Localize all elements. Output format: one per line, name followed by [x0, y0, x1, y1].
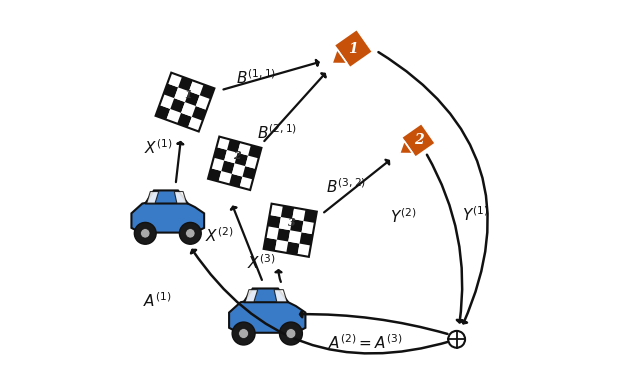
Polygon shape: [192, 106, 207, 121]
Text: 2: 2: [413, 133, 424, 147]
Polygon shape: [166, 109, 181, 124]
Polygon shape: [174, 192, 186, 203]
Polygon shape: [248, 145, 261, 159]
Polygon shape: [224, 150, 238, 163]
Polygon shape: [216, 137, 230, 150]
Polygon shape: [268, 215, 281, 228]
Polygon shape: [208, 168, 221, 182]
Polygon shape: [277, 228, 290, 242]
Polygon shape: [232, 163, 245, 177]
Polygon shape: [181, 102, 196, 117]
Polygon shape: [219, 171, 232, 184]
Circle shape: [179, 222, 201, 244]
Polygon shape: [188, 117, 203, 131]
Polygon shape: [288, 230, 302, 243]
Polygon shape: [399, 141, 413, 154]
Polygon shape: [164, 83, 178, 98]
Circle shape: [238, 329, 249, 338]
Polygon shape: [279, 217, 292, 230]
Text: $B^{(3,2)}$: $B^{(3,2)}$: [326, 177, 366, 195]
Polygon shape: [264, 238, 277, 251]
Polygon shape: [229, 298, 306, 333]
Polygon shape: [302, 221, 315, 234]
Polygon shape: [145, 190, 188, 204]
Polygon shape: [292, 208, 306, 221]
Polygon shape: [275, 240, 288, 253]
Text: $Y^{(2)}$: $Y^{(2)}$: [390, 207, 417, 226]
Polygon shape: [227, 139, 240, 153]
Polygon shape: [297, 243, 311, 257]
Polygon shape: [211, 158, 224, 171]
Text: $X^{(1)}$: $X^{(1)}$: [144, 139, 172, 157]
Text: $X^{(3)}$: $X^{(3)}$: [247, 253, 276, 272]
Polygon shape: [131, 200, 204, 233]
Polygon shape: [281, 206, 294, 219]
Circle shape: [448, 331, 465, 348]
Text: $A^{(2)} = A^{(3)}$: $A^{(2)} = A^{(3)}$: [328, 334, 402, 353]
Polygon shape: [178, 76, 193, 91]
Polygon shape: [235, 153, 248, 166]
Polygon shape: [221, 161, 235, 174]
Circle shape: [232, 322, 255, 345]
Polygon shape: [146, 192, 158, 203]
Polygon shape: [189, 81, 204, 95]
Polygon shape: [286, 242, 299, 255]
Text: $A^{(1)}$: $A^{(1)}$: [143, 292, 172, 310]
Text: $B^{(1,1)}$: $B^{(1,1)}$: [236, 68, 276, 86]
Polygon shape: [160, 94, 174, 109]
Circle shape: [280, 322, 302, 345]
Polygon shape: [245, 290, 257, 302]
Polygon shape: [401, 124, 436, 157]
Text: 3: 3: [288, 217, 295, 228]
Polygon shape: [196, 95, 210, 110]
Polygon shape: [167, 73, 182, 88]
Polygon shape: [304, 210, 317, 223]
Polygon shape: [290, 219, 304, 232]
Circle shape: [186, 228, 195, 238]
Polygon shape: [274, 290, 287, 302]
Polygon shape: [269, 204, 283, 217]
Polygon shape: [238, 142, 251, 156]
Polygon shape: [243, 288, 288, 302]
Text: 1: 1: [184, 89, 191, 100]
Circle shape: [134, 222, 156, 244]
Text: $Y^{(1)}$: $Y^{(1)}$: [462, 205, 489, 224]
Polygon shape: [171, 98, 185, 113]
Polygon shape: [214, 147, 227, 161]
Polygon shape: [185, 91, 200, 106]
Polygon shape: [242, 166, 256, 179]
Text: $B^{(2,1)}$: $B^{(2,1)}$: [257, 123, 297, 142]
Text: 1: 1: [349, 41, 358, 56]
Polygon shape: [334, 29, 373, 68]
Polygon shape: [155, 105, 171, 120]
Text: $X^{(2)}$: $X^{(2)}$: [205, 227, 234, 245]
Polygon shape: [332, 49, 347, 64]
Text: 2: 2: [233, 150, 241, 161]
Polygon shape: [266, 226, 279, 240]
Polygon shape: [299, 232, 313, 245]
Circle shape: [141, 228, 150, 238]
Polygon shape: [174, 88, 189, 102]
Polygon shape: [177, 113, 192, 127]
Polygon shape: [200, 84, 214, 99]
Circle shape: [286, 329, 296, 338]
Polygon shape: [240, 177, 253, 190]
Polygon shape: [245, 156, 259, 169]
Polygon shape: [229, 174, 242, 187]
